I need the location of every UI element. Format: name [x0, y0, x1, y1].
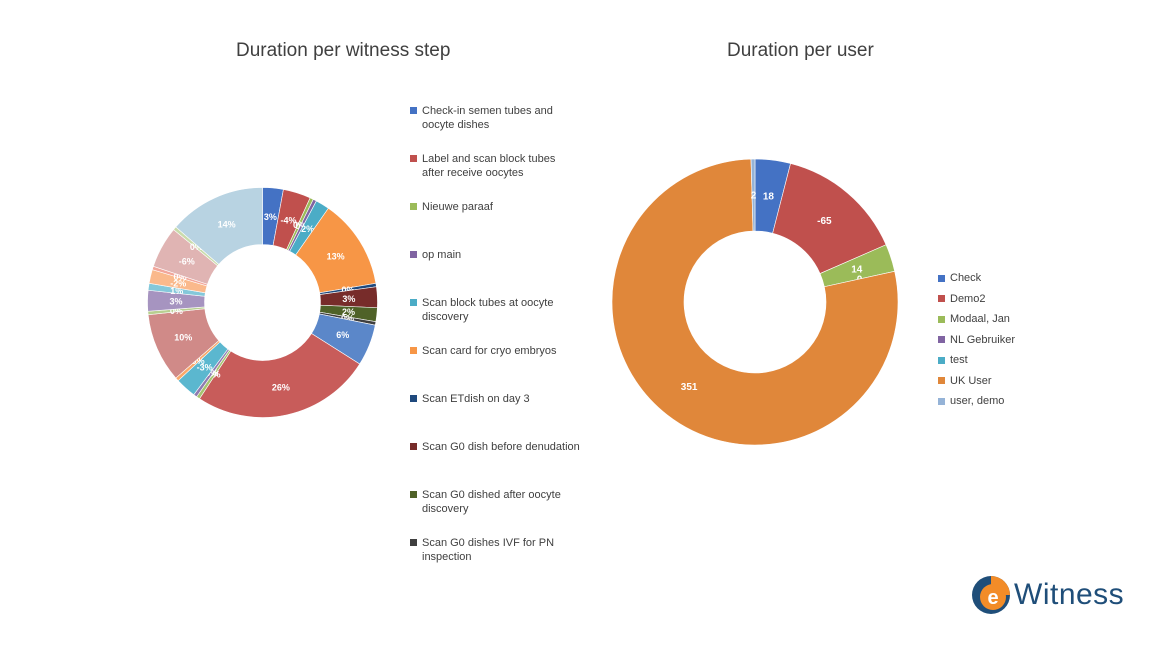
- legend-user: Check Demo2 Modaal, Jan NL Gebruiker test UK …: [938, 268, 1088, 412]
- data-label-0-22: -6%: [179, 256, 195, 266]
- slice-1-5: [611, 158, 899, 446]
- data-label-1-1: -65: [817, 216, 832, 227]
- legend-label: Label and scan block tubes after receive…: [422, 153, 556, 179]
- ewitness-logo-icon: e: [972, 576, 1010, 614]
- donut-chart-user: 18-651403512: [611, 158, 899, 446]
- data-label-0-20: -2%: [170, 278, 186, 288]
- data-label-1-5: 351: [681, 382, 698, 393]
- legend-swatch: [410, 539, 417, 546]
- donut-chart-witness-step: 3% -4%0%0%2%13%0%3%2%0%6%26%0%0%-3%0%10%0…: [147, 187, 378, 418]
- legend-label: UK User: [950, 374, 992, 387]
- data-label-1-0: 18: [763, 191, 775, 202]
- legend-item-0-0: Check-in semen tubes and oocyte dishes: [410, 104, 580, 152]
- legend-label: Check: [950, 272, 982, 285]
- slice-0-11: [199, 333, 361, 418]
- data-label-0-3: 0%: [295, 221, 308, 231]
- legend-item-1-4: test: [938, 350, 1088, 371]
- data-label-0-14: -3%: [197, 362, 213, 372]
- data-label-0-4: 2%: [301, 224, 314, 234]
- legend-item-0-2: Nieuwe paraaf: [410, 200, 580, 248]
- legend-item-0-9: Scan G0 dishes IVF for PN inspection: [410, 536, 580, 584]
- legend-item-1-1: Demo2: [938, 289, 1088, 310]
- data-label-0-16: 10%: [174, 333, 192, 343]
- legend-item-0-7: Scan G0 dish before denudation: [410, 440, 580, 488]
- data-label-0-24: 14%: [218, 219, 236, 229]
- legend-item-0-6: Scan ETdish on day 3: [410, 392, 580, 440]
- data-label-0-8: 2%: [342, 307, 355, 317]
- legend-witness-step: Check-in semen tubes and oocyte dishes La…: [410, 104, 580, 584]
- data-label-0-9: 0%: [341, 314, 354, 324]
- legend-label: Scan card for cryo embryos: [422, 345, 557, 357]
- legend-swatch: [410, 251, 417, 258]
- legend-swatch: [410, 107, 417, 114]
- legend-item-1-6: user, demo: [938, 391, 1088, 412]
- data-label-0-23: 0%: [190, 242, 203, 252]
- data-label-0-5: 13%: [327, 252, 345, 262]
- legend-swatch: [938, 377, 945, 385]
- legend-swatch: [410, 395, 417, 402]
- ewitness-logo: e Witness: [970, 574, 1124, 616]
- legend-label: Check-in semen tubes and oocyte dishes: [422, 105, 553, 131]
- legend-item-0-4: Scan block tubes at oocyte discovery: [410, 296, 580, 344]
- legend-item-1-0: Check: [938, 268, 1088, 289]
- data-label-0-10: 6%: [336, 330, 349, 340]
- data-label-0-0: 3%: [264, 212, 277, 222]
- ewitness-logo-letter: e: [987, 587, 998, 609]
- legend-label: Scan block tubes at oocyte discovery: [422, 297, 554, 323]
- chart-title-witness-step: Duration per witness step: [236, 40, 451, 61]
- legend-item-1-2: Modaal, Jan: [938, 309, 1088, 330]
- data-label-0-6: 0%: [341, 285, 354, 295]
- data-label-0-2: 0%: [293, 220, 306, 230]
- legend-item-0-1: Label and scan block tubes after receive…: [410, 152, 580, 200]
- legend-swatch: [938, 295, 945, 303]
- legend-label: Nieuwe paraaf: [422, 201, 493, 213]
- data-label-0-17: 0%: [170, 306, 183, 316]
- legend-label: Scan G0 dishes IVF for PN inspection: [422, 537, 555, 563]
- data-label-1-6: 2: [751, 191, 757, 202]
- legend-item-1-3: NL Gebruiker: [938, 330, 1088, 351]
- legend-item-1-5: UK User: [938, 371, 1088, 392]
- legend-label: Demo2: [950, 292, 986, 305]
- legend-item-0-5: Scan card for cryo embryos: [410, 344, 580, 392]
- legend-label: Modaal, Jan: [950, 313, 1010, 326]
- data-label-0-21: 0%: [173, 272, 186, 282]
- legend-swatch: [410, 491, 417, 498]
- legend-swatch: [938, 356, 945, 364]
- legend-swatch: [938, 274, 945, 282]
- slice-1-6: [750, 158, 756, 232]
- data-label-0-19: 1%: [170, 286, 183, 296]
- data-label-0-15: 0%: [192, 356, 205, 366]
- legend-label: Scan G0 dished after oocyte discovery: [422, 489, 561, 515]
- data-label-0-7: 3%: [342, 294, 355, 304]
- data-label-0-18: 3%: [170, 297, 183, 307]
- data-label-0-12: 0%: [208, 370, 221, 380]
- legend-item-0-3: op main: [410, 248, 580, 296]
- data-label-0-1: -4%: [280, 215, 296, 225]
- slice-0-24: [175, 187, 263, 265]
- chart-title-user: Duration per user: [727, 40, 874, 61]
- legend-label: Scan ETdish on day 3: [422, 393, 530, 405]
- legend-swatch: [410, 347, 417, 354]
- ewitness-brand-text: Witness: [1014, 578, 1125, 611]
- legend-swatch: [410, 203, 417, 210]
- legend-swatch: [938, 397, 945, 405]
- data-label-0-13: 0%: [205, 368, 218, 378]
- legend-swatch: [410, 155, 417, 162]
- legend-label: NL Gebruiker: [950, 333, 1016, 346]
- legend-label: Scan G0 dish before denudation: [422, 441, 580, 453]
- data-label-1-2: 14: [851, 264, 863, 275]
- legend-swatch: [938, 336, 945, 344]
- data-label-0-11: 26%: [272, 383, 290, 393]
- legend-swatch: [410, 299, 417, 306]
- legend-item-0-8: Scan G0 dished after oocyte discovery: [410, 488, 580, 536]
- legend-swatch: [938, 315, 945, 323]
- legend-label: user, demo: [950, 395, 1005, 408]
- legend-swatch: [410, 443, 417, 450]
- legend-label: test: [950, 354, 968, 367]
- legend-label: op main: [422, 249, 462, 261]
